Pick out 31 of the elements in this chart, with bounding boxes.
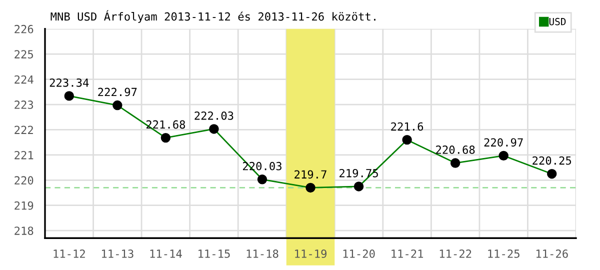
x-tick-label: 11-26 xyxy=(536,250,568,258)
y-tick-label: 222 xyxy=(14,126,33,134)
x-tick-label: 11-15 xyxy=(198,250,230,258)
y-tick-label: 223 xyxy=(14,100,34,109)
x-tick-label: 11-20 xyxy=(343,250,375,258)
x-tick-label: 11-18 xyxy=(246,250,278,258)
data-label: 223.34 xyxy=(50,78,89,87)
y-tick-label: 219 xyxy=(14,201,34,210)
chart-title: MNB USD Árfolyam 2013-11-12 és 2013-11-26 között. xyxy=(50,10,376,23)
y-tick-label: 226 xyxy=(14,24,34,34)
x-tick-label: 11-13 xyxy=(102,250,134,258)
x-tick-label: 11-21 xyxy=(392,250,424,258)
data-label: 222.03 xyxy=(194,111,234,120)
y-tick-label: 221 xyxy=(14,150,34,160)
x-tick-label: 11-14 xyxy=(150,250,182,258)
legend-label: USD xyxy=(549,18,566,26)
data-label: 220.68 xyxy=(436,146,475,154)
y-tick-label: 224 xyxy=(14,75,34,84)
data-label: 222.97 xyxy=(98,88,137,96)
data-label: 220.25 xyxy=(532,156,572,165)
y-tick-label: 218 xyxy=(14,226,34,235)
x-tick-label: 11-12 xyxy=(54,250,85,258)
x-tick-label: 11-22 xyxy=(440,250,472,258)
y-tick-label: 225 xyxy=(14,50,33,59)
data-label: 221.68 xyxy=(146,120,186,129)
data-label: 220.97 xyxy=(484,138,523,147)
data-label: 219.7 xyxy=(294,170,326,179)
data-label: 221.6 xyxy=(391,122,424,131)
y-tick-label: 220 xyxy=(14,176,34,185)
x-tick-label: 11-25 xyxy=(488,250,520,258)
x-tick-label: 11-19 xyxy=(295,250,326,258)
